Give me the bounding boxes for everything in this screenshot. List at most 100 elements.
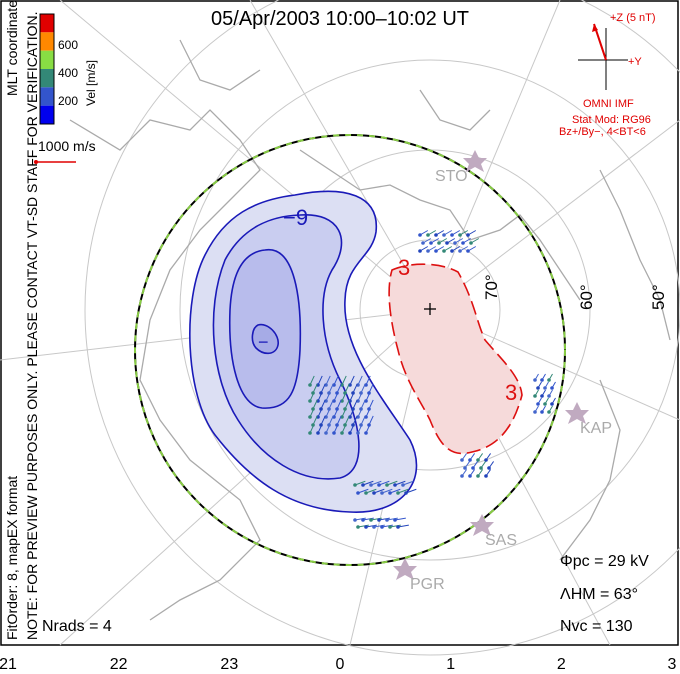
velocity-vector (537, 397, 542, 405)
velocity-vector (397, 488, 409, 494)
site-label-sto: STO (435, 168, 468, 185)
fit-order-note: FitOrder: 8, mapEX format (4, 475, 20, 640)
velocity-vector (438, 238, 448, 244)
velocity-vector (461, 453, 467, 461)
velocity-vector (485, 453, 491, 461)
velocity-vector (349, 391, 355, 402)
velocity-vector (333, 375, 339, 386)
velocity-vector (467, 246, 477, 252)
site-marker-sto (463, 150, 487, 172)
velocity-vector (544, 397, 549, 405)
velocity-vector (427, 246, 437, 252)
colorbar-segment (40, 32, 54, 51)
velocity-vector (333, 407, 339, 418)
velocity-vector (469, 453, 475, 461)
velocity-vector (378, 480, 390, 486)
velocity-vector (389, 524, 401, 528)
velocity-vector (341, 407, 347, 418)
velocity-vector (309, 407, 315, 418)
velocity-vector (386, 480, 398, 486)
velocity-vector (360, 383, 366, 394)
velocity-vector (312, 383, 318, 394)
latitude-label: 50° (649, 284, 668, 310)
velocity-vector (470, 238, 480, 244)
colorbar-segment (40, 14, 54, 33)
velocity-vector (551, 397, 556, 405)
contour-label: − (258, 332, 269, 352)
hm-boundary-latitude: ΛHM = 63° (560, 586, 638, 603)
site-marker-kap (565, 402, 589, 424)
vector-key-dot (34, 160, 38, 164)
velocity-vector (336, 415, 342, 426)
velocity-vector (344, 399, 350, 410)
vector-count: Nvc = 130 (560, 618, 633, 635)
velocity-vector (548, 405, 553, 413)
colorbar-segment (40, 105, 54, 124)
velocity-vector (534, 405, 539, 413)
mlt-tick-label: 21 (0, 656, 17, 673)
velocity-vector (368, 383, 374, 394)
velocity-vector (397, 524, 409, 528)
velocity-vector (370, 480, 382, 486)
velocity-vector (349, 423, 355, 434)
coastlines (69, 39, 671, 621)
coordinate-system-label: MLT coordinates (4, 0, 20, 96)
velocity-vector (541, 373, 546, 381)
velocity-vector (389, 488, 401, 494)
velocity-vectors (308, 230, 556, 529)
contour-label: 3 (505, 380, 517, 405)
velocity-vector (534, 389, 539, 397)
velocity-vector (357, 423, 363, 434)
velocity-vector (317, 423, 323, 434)
colorbar-outline (39, 13, 55, 125)
imf-by-label: +Y (628, 56, 642, 68)
velocity-vector (352, 415, 358, 426)
imf-condition: Bz+/By−, 4<BT<6 (559, 126, 646, 138)
velocity-vector (446, 238, 456, 244)
colorbar-segment (40, 69, 54, 88)
latitude-label: 70° (482, 274, 501, 300)
velocity-vector (357, 488, 369, 494)
radar-count: Nrads = 4 (42, 618, 112, 635)
velocity-vector (341, 391, 347, 402)
colorbar-label: Vel [m/s] (84, 59, 98, 106)
velocity-vector (394, 517, 406, 521)
mlt-tick-label: 3 (668, 656, 677, 673)
colorbar-tick: 400 (58, 66, 79, 80)
mlt-tick-label: 1 (446, 656, 455, 673)
velocity-vector (336, 383, 342, 394)
velocity-vector (349, 407, 355, 418)
velocity-vector (309, 375, 315, 386)
imf-vector-arrowhead (592, 24, 598, 32)
velocity-vector (365, 407, 371, 418)
velocity-vector (462, 238, 472, 244)
velocity-vector (435, 230, 445, 236)
velocity-vector (477, 469, 483, 477)
velocity-vector (333, 391, 339, 402)
velocity-vector (381, 488, 393, 494)
velocity-vector (541, 389, 546, 397)
velocity-vector (354, 480, 366, 486)
velocity-vector (357, 391, 363, 402)
velocity-vector (451, 230, 461, 236)
side-notes: NOTE: FOR PREVIEW PURPOSES ONLY. PLEASE … (24, 0, 44, 640)
velocity-vector (394, 480, 406, 486)
velocity-vector (312, 399, 318, 410)
velocity-vector (472, 461, 478, 469)
velocity-vector (352, 399, 358, 410)
velocity-vector (459, 230, 469, 236)
velocity-vector (534, 373, 539, 381)
velocity-vector (430, 238, 440, 244)
velocity-colorbar (39, 13, 55, 125)
velocity-vector (352, 383, 358, 394)
velocity-vector (373, 524, 385, 528)
velocity-vector (443, 246, 453, 252)
velocity-vector (365, 375, 371, 386)
velocity-vector (386, 517, 398, 521)
map-title: 05/Apr/2003 10:00–10:02 UT (211, 8, 469, 30)
velocity-vector (365, 391, 371, 402)
velocity-vector (443, 230, 453, 236)
velocity-vector (320, 383, 326, 394)
preview-note: NOTE: FOR PREVIEW PURPOSES ONLY. PLEASE … (24, 11, 40, 640)
geographic-grid (0, 0, 680, 656)
